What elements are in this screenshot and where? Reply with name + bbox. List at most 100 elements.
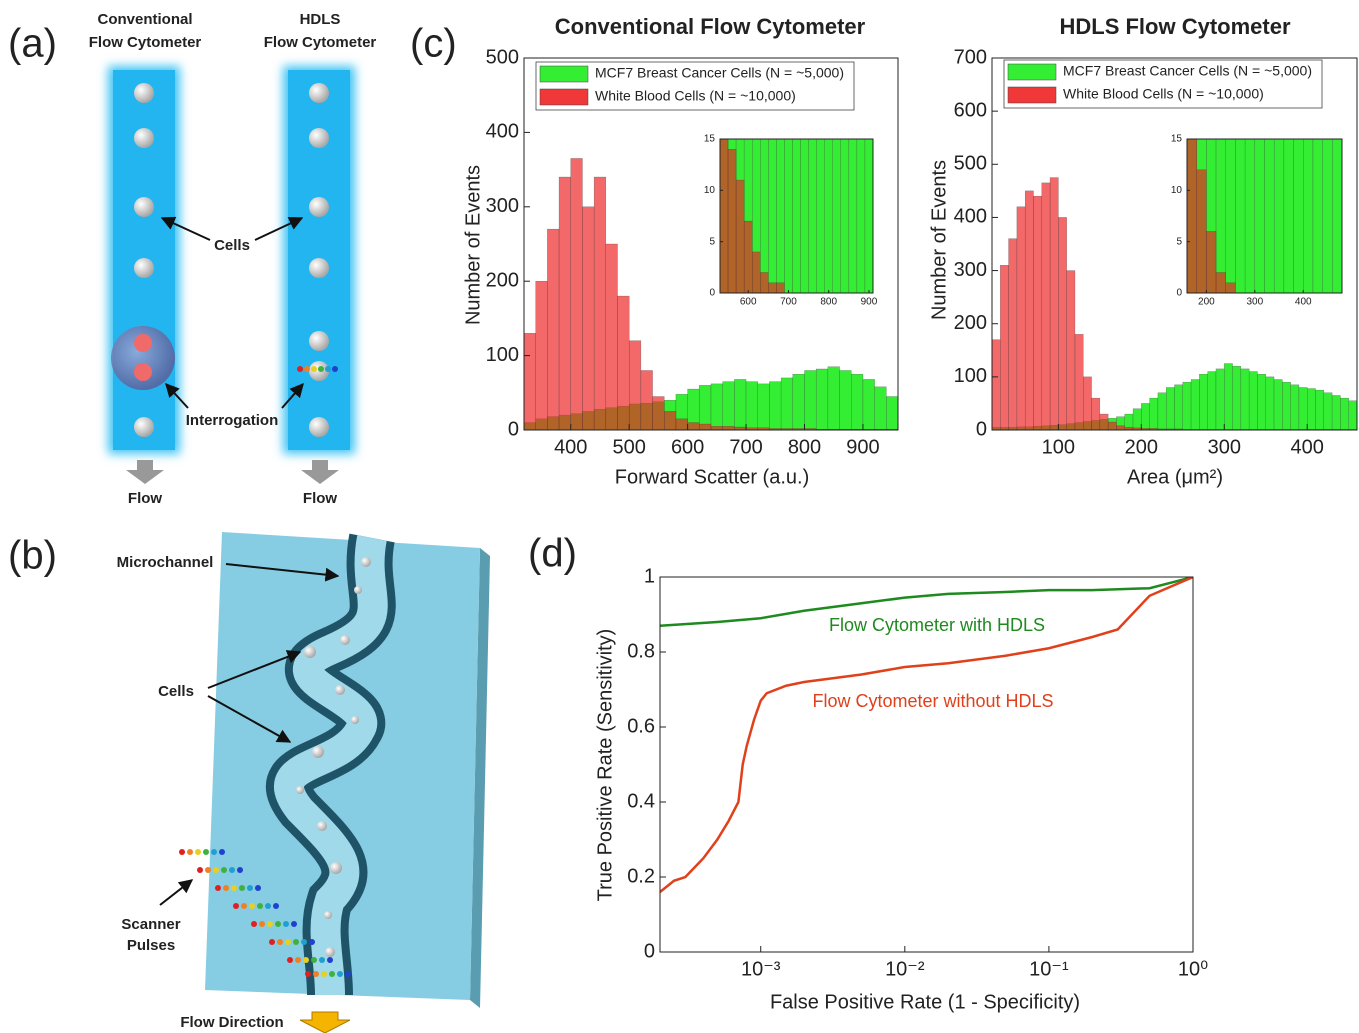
bar	[664, 411, 677, 430]
cell	[134, 334, 152, 352]
legend-box	[1003, 59, 1323, 109]
bar	[824, 139, 833, 293]
line	[660, 577, 1193, 893]
x-tick-label: 600	[671, 436, 704, 458]
bar	[1174, 384, 1183, 430]
bar	[757, 383, 770, 430]
bar	[792, 374, 805, 430]
x-axis-label: Forward Scatter (a.u.)	[615, 466, 810, 488]
bar	[1315, 389, 1325, 430]
flow-label: Flow	[303, 490, 337, 507]
y-tick-label: 15	[704, 134, 716, 145]
y-tick-label: 400	[954, 206, 987, 228]
bar	[1000, 265, 1009, 430]
bar	[743, 139, 753, 293]
bar	[1240, 368, 1250, 430]
bar	[816, 139, 825, 293]
x-tick-label: 800	[788, 436, 821, 458]
panel-b: Microchannel Cells Scanner Pulses Flow D…	[117, 532, 490, 1033]
y-tick-label: 100	[486, 344, 519, 366]
bar	[760, 272, 769, 293]
bar	[1254, 139, 1265, 293]
bar	[628, 340, 642, 430]
y-axis-label: Number of Events	[928, 160, 950, 320]
bar	[815, 368, 829, 430]
x-tick-label: 10⁻¹	[1029, 958, 1069, 980]
slab-side	[470, 548, 490, 1008]
bar	[862, 379, 875, 430]
bar	[1348, 400, 1357, 430]
x-tick-label: 400	[1291, 436, 1324, 458]
bar	[804, 370, 817, 430]
x-tick-label: 800	[820, 297, 837, 308]
y-tick-label: 5	[709, 236, 715, 247]
frame	[523, 57, 899, 431]
flow-arrows	[126, 460, 339, 484]
bar	[699, 423, 712, 430]
chart-title: Conventional Flow Cytometer	[555, 14, 866, 39]
bar	[827, 366, 840, 430]
x-axis-label: False Positive Rate (1 - Specificity)	[770, 991, 1080, 1013]
bar	[735, 179, 745, 293]
legend-swatch	[539, 88, 589, 106]
label: Microchannel	[117, 554, 214, 571]
bar	[582, 206, 595, 430]
bar	[720, 139, 729, 293]
bar	[832, 139, 841, 293]
bar	[1058, 217, 1067, 430]
bar	[1099, 413, 1109, 430]
bar	[524, 333, 536, 430]
bar	[776, 139, 785, 293]
panel-label: (a)	[8, 22, 57, 66]
bar	[752, 139, 761, 293]
bar	[864, 139, 873, 293]
bar	[1323, 392, 1333, 430]
y-tick-label: 0.2	[627, 865, 655, 887]
panel-a: Conventional Flow Cytometer HDLS Flow Cy…	[89, 11, 377, 507]
scanner-pulses	[179, 849, 351, 977]
bar	[1307, 388, 1316, 430]
bar	[675, 418, 688, 430]
y-axis-label: True Positive Rate (Sensitivity)	[594, 629, 616, 902]
bar	[687, 422, 700, 430]
y-tick-label: 0	[1176, 288, 1182, 299]
bar	[722, 381, 735, 430]
y-tick-label: 200	[954, 312, 987, 334]
column-title: Flow Cytometer	[264, 34, 377, 51]
bar	[768, 139, 777, 293]
x-tick-label: 10⁻³	[741, 958, 781, 980]
plot	[524, 158, 898, 430]
y-tick-label: 1	[644, 565, 655, 587]
bar	[745, 381, 758, 430]
x-tick-label: 900	[861, 297, 878, 308]
x-tick-label: 400	[1295, 297, 1312, 308]
chart: Flow Cytometer with HDLS Flow Cytometer w…	[594, 565, 1208, 1013]
bar	[1224, 363, 1233, 430]
frame	[719, 138, 874, 294]
bar	[848, 139, 858, 293]
bar	[851, 374, 864, 430]
bar	[1340, 397, 1349, 430]
bar	[1182, 381, 1192, 430]
bar	[743, 220, 753, 293]
bar	[1290, 384, 1300, 430]
bar	[760, 139, 769, 293]
bar	[1332, 139, 1342, 293]
bar	[839, 370, 852, 430]
bar	[593, 176, 607, 430]
chart-title: HDLS Flow Cytometer	[1059, 14, 1290, 39]
bar	[769, 381, 782, 430]
bar	[1132, 408, 1142, 430]
bar	[1166, 387, 1175, 430]
bar	[856, 139, 866, 293]
y-tick-label: 0.4	[627, 790, 655, 812]
bar	[1248, 371, 1258, 430]
bar	[874, 386, 887, 430]
legend-label: White Blood Cells (N = ~10,000)	[1063, 86, 1264, 102]
x-tick-label: 500	[613, 436, 646, 458]
bar	[727, 149, 737, 293]
legend-swatch	[1007, 86, 1057, 104]
bar	[1024, 190, 1034, 430]
label: Pulses	[127, 937, 175, 954]
bar	[1312, 139, 1323, 293]
